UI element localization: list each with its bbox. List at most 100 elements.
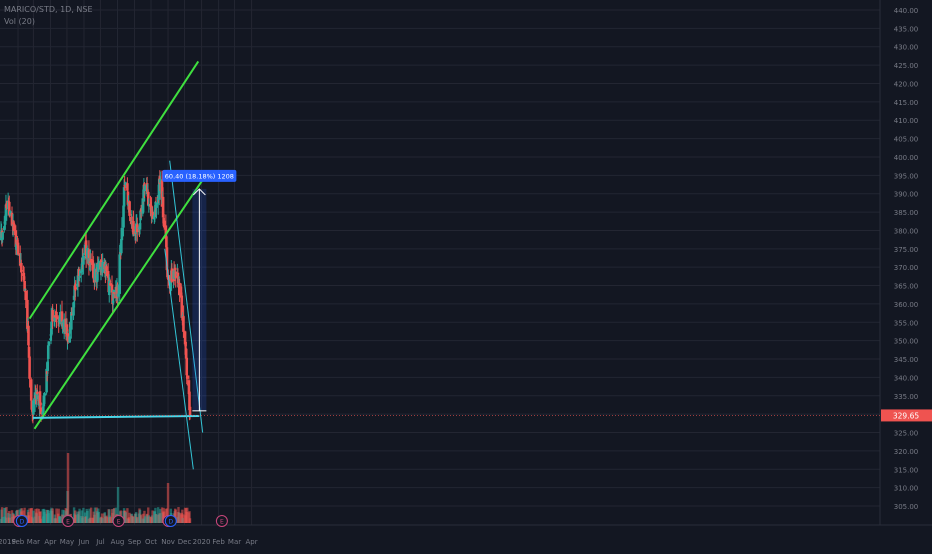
volume-bar: [97, 511, 101, 523]
volume-bar: [9, 513, 12, 523]
candle-body: [128, 201, 131, 216]
candle-body: [120, 227, 124, 241]
falling-channel-upper-line: [169, 160, 204, 433]
volume-bar: [88, 508, 91, 523]
candle-body: [23, 288, 27, 291]
candle-body: [112, 292, 116, 294]
volume-bar: [143, 516, 147, 523]
candle-body: [159, 179, 162, 183]
volume-bar: [105, 515, 108, 523]
volume-bar: [59, 516, 62, 523]
candle-body: [164, 225, 168, 239]
volume-bar: [186, 507, 189, 523]
candle-body: [49, 334, 53, 336]
candle-body: [184, 341, 187, 347]
candle-body: [122, 205, 125, 228]
candle-body: [22, 273, 25, 277]
volume-bar: [132, 516, 135, 523]
volume-bar: [126, 508, 129, 523]
candle-body: [126, 183, 129, 191]
candle-body: [139, 210, 142, 221]
candle-body: [79, 270, 83, 274]
candle-body: [185, 375, 189, 379]
candle-body: [147, 204, 151, 207]
volume-bar: [1, 516, 4, 523]
candle-body: [120, 239, 123, 254]
candle-body: [65, 324, 69, 340]
volume-bar: [151, 510, 154, 523]
x-tick-label: Sep: [128, 538, 142, 546]
candle-body: [39, 407, 43, 415]
volume-bar: [86, 510, 89, 523]
volume-indicator-label[interactable]: Vol (20): [4, 17, 35, 26]
candle-body: [16, 239, 19, 246]
candle-body: [174, 271, 178, 278]
volume-bar: [159, 508, 162, 523]
candle-body: [124, 182, 128, 186]
candle-body: [141, 198, 145, 214]
volume-bar: [74, 515, 77, 523]
x-tick-label: Mar: [228, 538, 241, 546]
y-tick-label: 390.00: [894, 191, 919, 199]
volume-bar: [78, 508, 81, 523]
candle-body: [162, 217, 165, 224]
candle-body: [183, 331, 187, 345]
candle-body: [178, 282, 181, 295]
symbol-label[interactable]: MARICO/STD, 1D, NSE: [4, 5, 93, 14]
candle-body: [116, 293, 120, 297]
y-tick-label: 365.00: [894, 283, 919, 291]
candle-body: [24, 290, 28, 301]
y-tick-label: 370.00: [894, 264, 919, 272]
candle-body: [182, 316, 185, 332]
y-tick-label: 310.00: [894, 485, 919, 493]
candle-body: [85, 248, 89, 258]
candle-body: [46, 361, 50, 371]
candle-body: [20, 270, 24, 272]
candle-body: [139, 209, 143, 212]
candle-body: [73, 284, 77, 290]
y-tick-label: 405.00: [894, 136, 919, 144]
candle-body: [56, 316, 60, 320]
candle-body: [169, 280, 173, 291]
volume-bar: [57, 508, 60, 523]
y-tick-label: 400.00: [894, 154, 919, 162]
candle-body: [59, 311, 62, 322]
channel-upper-line: [28, 60, 200, 320]
candle-body: [45, 371, 49, 374]
x-tick-label: Mar: [27, 538, 40, 546]
volume-bar: [166, 483, 170, 523]
candle-body: [9, 211, 12, 215]
candle-body: [145, 183, 149, 195]
volume-bar: [43, 509, 47, 523]
candle-body: [107, 280, 111, 296]
volume-bar: [124, 512, 127, 523]
candle-body: [91, 260, 95, 265]
candle-body: [57, 321, 61, 323]
candle-body: [95, 264, 99, 282]
candle-body: [78, 275, 81, 278]
candle-body: [7, 201, 11, 215]
candle-body: [28, 356, 31, 379]
volume-bar: [89, 507, 93, 523]
volume-bar: [28, 508, 31, 523]
x-tick-label: Aug: [111, 538, 125, 546]
candle-body: [27, 325, 30, 346]
volume-bar: [188, 511, 191, 523]
measure-arrow: [193, 188, 206, 196]
candle-body: [34, 399, 38, 401]
candle-body: [109, 283, 112, 286]
volume-bar: [112, 508, 116, 523]
dividend-marker: [164, 515, 177, 527]
candle-body: [35, 389, 39, 400]
candle-body: [68, 336, 71, 343]
volume-bar: [178, 512, 181, 523]
candle-body: [92, 263, 95, 278]
candle-body: [138, 223, 142, 230]
candle-body: [12, 223, 16, 232]
candle-body: [97, 260, 101, 265]
x-tick-label: Oct: [145, 538, 157, 546]
volume-bar: [93, 507, 97, 523]
